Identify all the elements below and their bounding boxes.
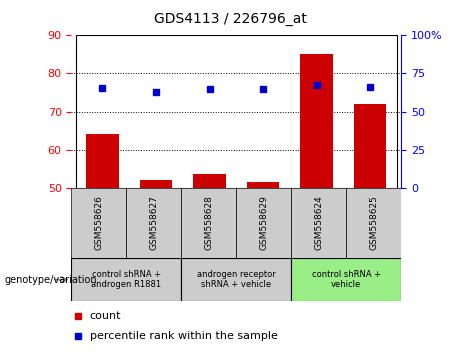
Bar	[291, 258, 401, 301]
Bar	[346, 188, 401, 258]
Text: GSM558625: GSM558625	[369, 195, 378, 251]
Bar	[71, 258, 181, 301]
Text: percentile rank within the sample: percentile rank within the sample	[89, 331, 278, 341]
Bar	[291, 188, 346, 258]
Text: GDS4113 / 226796_at: GDS4113 / 226796_at	[154, 12, 307, 27]
Text: control shRNA +
vehicle: control shRNA + vehicle	[312, 270, 381, 289]
Bar	[140, 180, 172, 188]
Text: GSM558626: GSM558626	[95, 195, 103, 251]
Text: GSM558629: GSM558629	[259, 195, 268, 251]
Bar	[126, 188, 181, 258]
Bar	[194, 174, 225, 188]
Text: genotype/variation: genotype/variation	[5, 275, 97, 285]
Bar	[301, 55, 332, 188]
Bar	[71, 188, 126, 258]
Bar	[236, 188, 291, 258]
Text: GSM558627: GSM558627	[149, 195, 159, 251]
Bar	[181, 258, 291, 301]
Bar	[181, 188, 236, 258]
Text: count: count	[89, 311, 121, 321]
Text: GSM558628: GSM558628	[204, 195, 213, 251]
Text: androgen receptor
shRNA + vehicle: androgen receptor shRNA + vehicle	[197, 270, 276, 289]
Text: control shRNA +
androgen R1881: control shRNA + androgen R1881	[91, 270, 161, 289]
Text: GSM558624: GSM558624	[314, 196, 323, 250]
Bar	[354, 104, 386, 188]
Bar	[247, 182, 279, 188]
Bar	[87, 134, 118, 188]
